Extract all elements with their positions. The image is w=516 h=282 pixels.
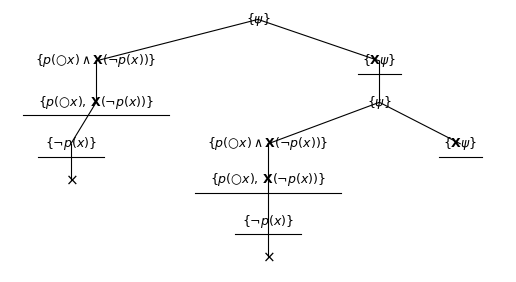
Text: $\{\mathbf{X}\psi\}$: $\{\mathbf{X}\psi\}$ (443, 135, 477, 152)
Text: $\{p(\bigcirc x),\, \mathbf{X}(\neg p(x))\}$: $\{p(\bigcirc x),\, \mathbf{X}(\neg p(x)… (210, 171, 326, 188)
Text: $\{\mathbf{X}\psi\}$: $\{\mathbf{X}\psi\}$ (362, 52, 396, 69)
Text: $\times$: $\times$ (262, 250, 275, 265)
Text: $\{p(\bigcirc x),\, \mathbf{X}(\neg p(x))\}$: $\{p(\bigcirc x),\, \mathbf{X}(\neg p(x)… (38, 94, 154, 111)
Text: $\{\psi\}$: $\{\psi\}$ (367, 94, 392, 111)
Text: $\{p(\bigcirc x) \wedge \mathbf{X}(\neg p(x))\}$: $\{p(\bigcirc x) \wedge \mathbf{X}(\neg … (36, 52, 157, 69)
Text: $\times$: $\times$ (64, 172, 77, 187)
Text: $\{\neg p(x)\}$: $\{\neg p(x)\}$ (45, 135, 97, 152)
Text: $\{p(\bigcirc x) \wedge \mathbf{X}(\neg p(x))\}$: $\{p(\bigcirc x) \wedge \mathbf{X}(\neg … (207, 135, 329, 152)
Text: $\{\neg p(x)\}$: $\{\neg p(x)\}$ (242, 213, 294, 230)
Text: $\{\psi\}$: $\{\psi\}$ (246, 11, 270, 28)
